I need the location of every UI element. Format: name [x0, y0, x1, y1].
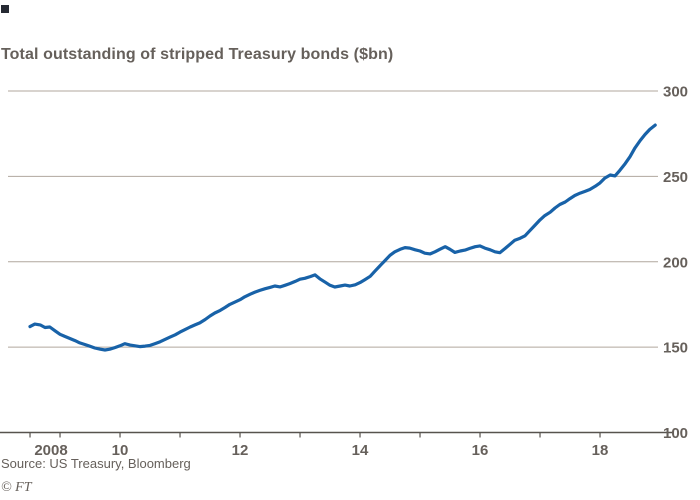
x-axis-label: 12: [232, 442, 249, 459]
data-line: [28, 123, 657, 352]
chart-title: Total outstanding of stripped Treasury b…: [1, 46, 394, 63]
ft-copyright: © FT: [1, 480, 32, 495]
x-axis-label: 10: [112, 442, 129, 459]
x-axis-label: 14: [352, 442, 369, 459]
x-axis-label: 18: [592, 442, 609, 459]
ft-chart-mark-icon: [1, 5, 9, 13]
x-axis-label: 16: [472, 442, 489, 459]
y-axis-label: 250: [663, 169, 688, 186]
x-axis-label: 2008: [34, 442, 67, 459]
y-axis-label: 100: [663, 425, 688, 442]
source-note: Source: US Treasury, Bloomberg: [1, 456, 191, 471]
y-axis-label: 200: [663, 254, 688, 271]
y-axis-label: 150: [663, 340, 688, 357]
y-axis-label: 300: [663, 84, 688, 101]
